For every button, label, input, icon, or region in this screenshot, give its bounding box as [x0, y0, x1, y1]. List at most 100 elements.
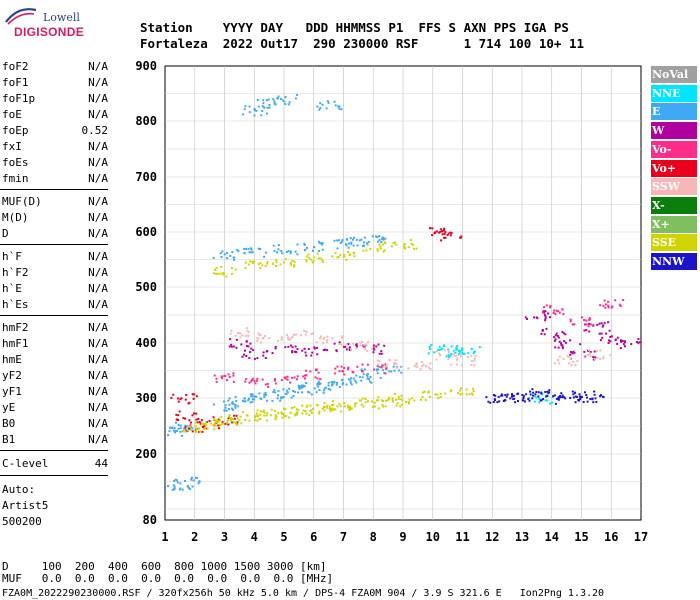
data-point-vo [303, 377, 306, 380]
data-point-ssw [286, 336, 289, 339]
x-tick-label: 5 [280, 530, 287, 544]
param-name: foF2 [2, 60, 29, 73]
data-point-nnw [599, 395, 602, 398]
data-point-sse [306, 404, 309, 407]
data-point-e [177, 427, 180, 430]
data-point-sse [304, 410, 307, 413]
data-point-sse [265, 419, 268, 422]
data-point-sse [348, 254, 351, 257]
data-point-sse [274, 409, 277, 412]
data-point-ssw [234, 334, 237, 337]
data-point-sse [437, 397, 440, 400]
data-point-vo [218, 427, 221, 430]
data-point-w [553, 336, 556, 339]
data-point-nnw [593, 393, 596, 396]
data-point-vo [289, 381, 292, 384]
data-point-sse [213, 418, 216, 421]
data-point-vo [233, 417, 236, 420]
data-point-e [179, 427, 182, 430]
data-point-nnw [516, 393, 519, 396]
data-point-vo [224, 374, 227, 377]
auto-name: Artist5 [2, 499, 49, 512]
data-point-ssw [310, 332, 313, 335]
data-point-e [219, 252, 222, 255]
data-point-e [376, 240, 379, 243]
data-point-sse [194, 430, 197, 433]
data-point-w [564, 341, 567, 344]
data-point-ssw [288, 338, 291, 341]
data-point-sse [213, 422, 216, 425]
data-point-ssw [345, 343, 348, 346]
data-point-e [344, 243, 347, 246]
data-point-vo [580, 316, 583, 319]
x-tick-label: 6 [310, 530, 317, 544]
data-point-sse [259, 262, 262, 265]
data-point-e [261, 105, 264, 108]
data-point-w [621, 339, 624, 342]
data-point-sse [290, 407, 293, 410]
data-point-w [274, 345, 277, 348]
param-row-fof2: foF2 N/A [2, 59, 108, 75]
param-row-foe: foE N/A [2, 107, 108, 123]
data-point-e [321, 243, 324, 246]
data-point-ssw [566, 355, 569, 358]
data-point-w [526, 318, 529, 321]
data-point-sse [215, 421, 218, 424]
param-name: h`F [2, 250, 22, 263]
data-point-e [260, 114, 263, 117]
data-point-vo [561, 308, 564, 311]
data-point-sse [410, 397, 413, 400]
y-tick-label: 400 [135, 336, 157, 350]
data-point-e [318, 389, 321, 392]
data-point-w [544, 317, 547, 320]
data-point-e [361, 244, 364, 247]
separator [0, 475, 108, 476]
data-point-e [262, 99, 265, 102]
data-point-w [546, 312, 549, 315]
data-point-sse [349, 408, 352, 411]
data-point-sse [459, 393, 462, 396]
data-point-nne [433, 351, 436, 354]
data-point-w [323, 348, 326, 351]
data-point-ssw [238, 332, 241, 335]
data-point-vo [192, 397, 195, 400]
muf-row: MUF 0.0 0.0 0.0 0.0 0.0 0.0 0.0 0.0 [MHz… [2, 572, 334, 585]
data-point-e [272, 98, 275, 101]
data-point-e [376, 369, 379, 372]
param-value: N/A [88, 195, 108, 208]
data-point-vo [170, 396, 173, 399]
data-point-ssw [322, 342, 325, 345]
data-point-e [194, 476, 197, 479]
data-point-sse [329, 407, 332, 410]
data-point-vo [225, 379, 228, 382]
data-point-sse [403, 246, 406, 249]
data-point-w [563, 340, 566, 343]
data-point-sse [348, 409, 351, 412]
param-row-hf: h`F N/A [2, 249, 108, 265]
param-row-hme: hmE N/A [2, 352, 108, 368]
data-point-w [245, 354, 248, 357]
data-point-vo [175, 418, 178, 421]
data-point-e [362, 241, 365, 244]
data-point-e [255, 395, 258, 398]
data-point-ssw [558, 355, 561, 358]
data-point-vo [256, 377, 259, 380]
data-point-w [588, 322, 591, 325]
data-point-nnw [493, 398, 496, 401]
data-point-sse [329, 410, 332, 413]
data-point-vo [221, 421, 224, 424]
data-point-sse [316, 252, 319, 255]
data-point-ssw [466, 356, 469, 359]
data-point-w [564, 333, 567, 336]
data-point-nne [461, 347, 464, 350]
data-point-e [171, 488, 174, 491]
data-point-vo [356, 365, 359, 368]
data-point-e [390, 370, 393, 373]
data-point-sse [194, 424, 197, 427]
data-point-sse [321, 407, 324, 410]
data-point-nnw [531, 388, 534, 391]
y-tick-label: 80 [143, 513, 157, 527]
data-point-e [263, 255, 266, 258]
data-point-sse [253, 260, 256, 263]
data-point-sse [206, 427, 209, 430]
